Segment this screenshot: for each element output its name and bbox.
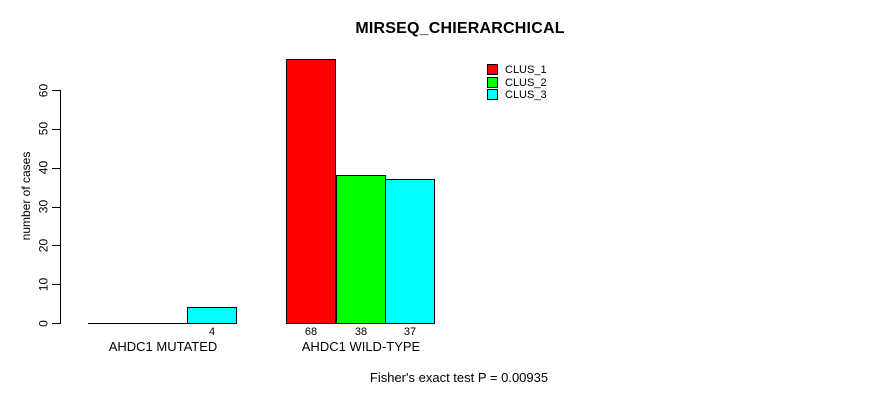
- y-tick-mark: [52, 284, 60, 285]
- bar-value-label: 38: [354, 326, 368, 338]
- bar-clus_1-wildtype: [286, 59, 336, 324]
- legend-swatch-clus_1: [487, 64, 498, 75]
- zero-height-bar-baseline: [88, 323, 139, 324]
- y-tick-label: 40: [36, 160, 51, 175]
- bar-clus_3-mutated: [187, 307, 237, 324]
- y-tick-mark: [52, 129, 60, 130]
- y-tick-label: 60: [36, 83, 51, 98]
- bar-clus_3-wildtype: [385, 179, 435, 324]
- bar-value-label: 37: [403, 326, 417, 338]
- legend-swatch-clus_2: [487, 77, 498, 88]
- zero-height-bar-baseline: [138, 323, 189, 324]
- bar-value-label: 4: [208, 326, 216, 338]
- bar-clus_2-wildtype: [336, 175, 386, 324]
- bar-value-label: 68: [304, 326, 318, 338]
- legend-label: CLUS_1: [505, 64, 547, 76]
- chart-title: MIRSEQ_CHIERARCHICAL: [355, 20, 565, 37]
- y-tick-label: 30: [36, 199, 51, 214]
- category-label: AHDC1 WILD-TYPE: [301, 339, 421, 354]
- y-tick-label: 20: [36, 238, 51, 253]
- legend-label: CLUS_2: [505, 77, 547, 89]
- y-tick-mark: [52, 168, 60, 169]
- y-tick-label: 0: [36, 320, 51, 327]
- y-axis-line: [60, 90, 61, 324]
- y-tick-mark: [52, 245, 60, 246]
- y-tick-mark: [52, 323, 60, 324]
- y-tick-label: 10: [36, 277, 51, 292]
- y-axis-title: number of cases: [19, 151, 33, 241]
- legend-label: CLUS_3: [505, 89, 547, 101]
- y-tick-mark: [52, 90, 60, 91]
- legend-swatch-clus_3: [487, 89, 498, 100]
- category-label: AHDC1 MUTATED: [108, 339, 218, 354]
- y-tick-mark: [52, 207, 60, 208]
- y-tick-label: 50: [36, 121, 51, 136]
- fisher-test-annotation: Fisher's exact test P = 0.00935: [369, 370, 549, 385]
